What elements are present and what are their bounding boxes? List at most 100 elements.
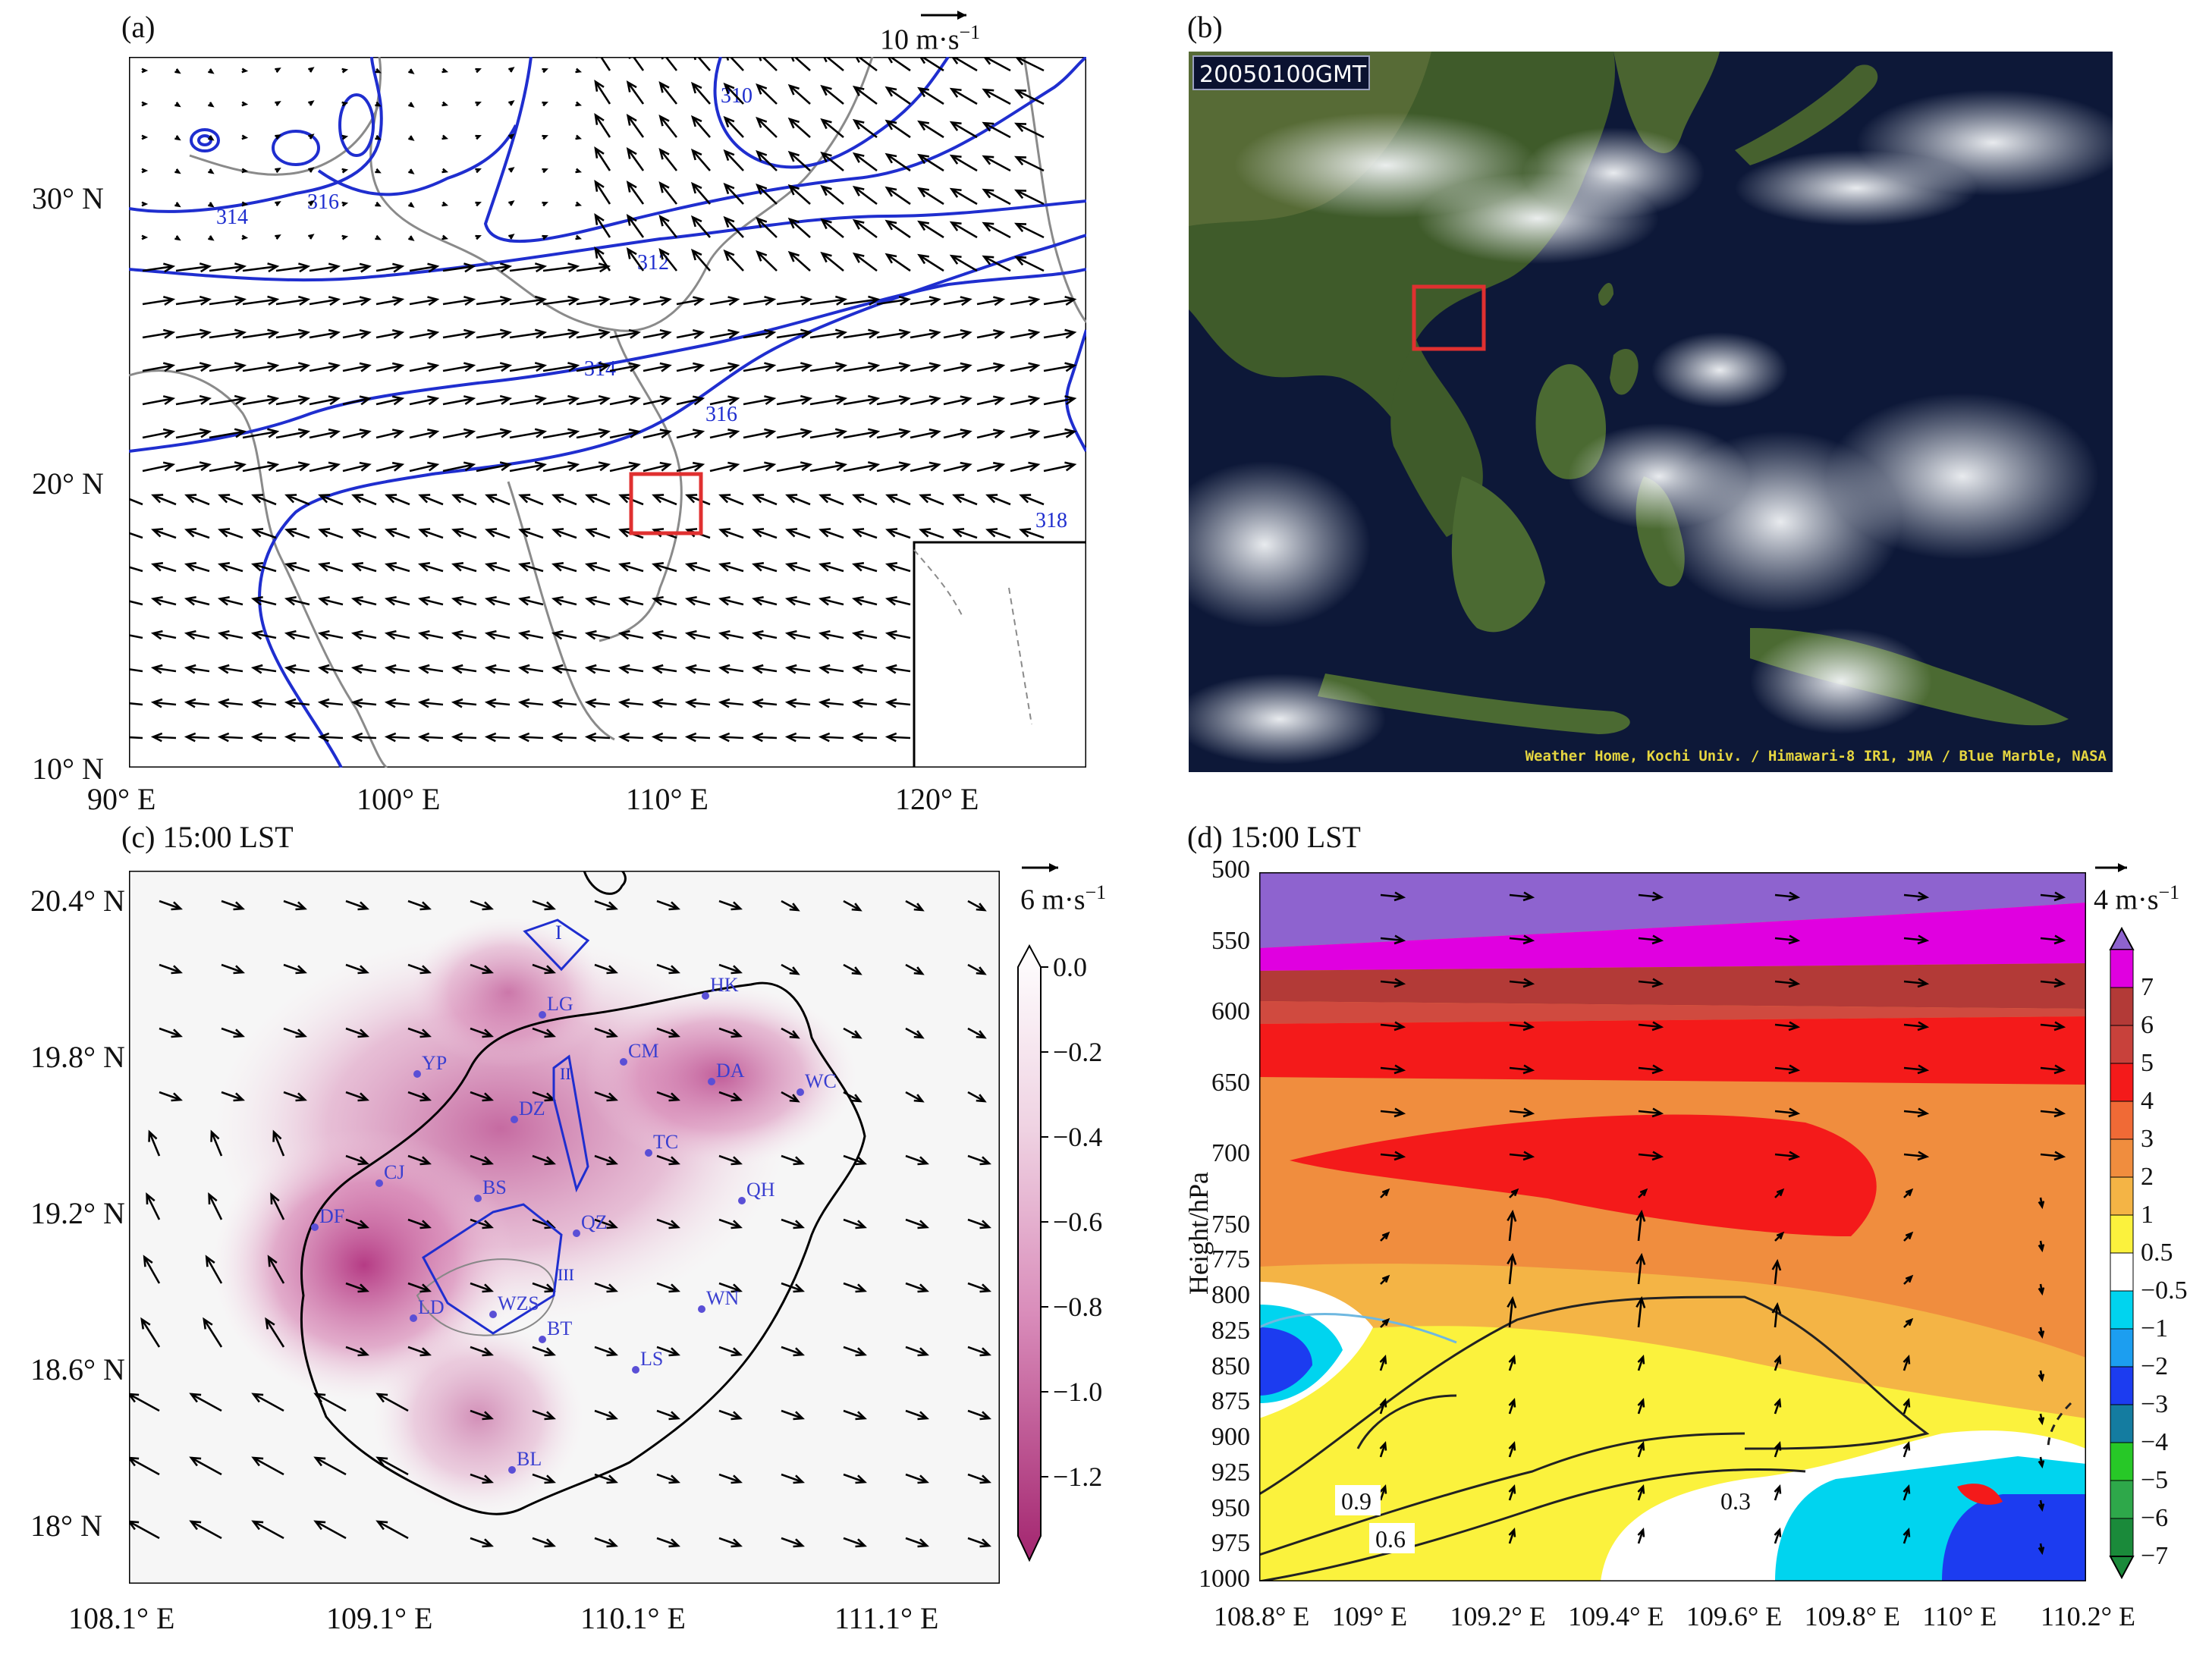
wind-vector	[885, 528, 911, 539]
wind-vector	[174, 102, 181, 108]
wind-vector	[241, 168, 249, 174]
wind-vector	[542, 295, 580, 306]
colorbar-tick-label: −1.0	[1053, 1377, 1102, 1407]
wind-vector	[272, 1129, 285, 1157]
wind-vector	[884, 562, 911, 573]
wind-vector	[876, 461, 911, 473]
station-marker	[702, 992, 709, 1000]
wind-vector	[818, 732, 844, 743]
reference-arrow-icon	[921, 11, 966, 20]
wind-vector	[509, 461, 548, 473]
wind-vector	[718, 664, 744, 674]
wind-vector	[575, 234, 583, 240]
wind-vector	[656, 963, 680, 975]
wind-vector	[451, 494, 477, 506]
wind-vector	[787, 217, 811, 238]
wind-vector	[585, 528, 611, 539]
wind-vector	[967, 1346, 991, 1357]
station-label: WN	[706, 1287, 740, 1309]
colorbar-block	[2110, 1518, 2134, 1557]
wind-vector	[1019, 494, 1045, 506]
wind-vector	[718, 1027, 743, 1038]
wind-vector	[658, 114, 678, 138]
wind-vector	[851, 698, 878, 708]
pressure-tick-label: 700	[1211, 1139, 1250, 1167]
wind-vector	[843, 428, 881, 439]
wind-vector	[943, 296, 972, 306]
wind-vector	[643, 362, 672, 372]
wind-vector	[976, 329, 1006, 339]
wind-vector	[208, 168, 215, 174]
wind-vector	[275, 134, 281, 140]
wind-vector	[756, 83, 778, 105]
wind-vector	[1380, 1064, 1406, 1075]
wind-vector	[375, 168, 382, 174]
wind-vector	[184, 732, 210, 743]
wind-vector	[1379, 1440, 1387, 1458]
wind-vector	[351, 494, 377, 506]
wind-vector	[129, 1393, 160, 1412]
wind-vector	[718, 963, 743, 975]
station-marker	[573, 1229, 580, 1237]
wind-vector	[451, 698, 477, 708]
region-I	[523, 918, 590, 972]
colorbar-extend	[2109, 927, 2135, 950]
wind-vector	[408, 235, 415, 241]
wind-vector	[658, 214, 678, 238]
station-label: DF	[319, 1205, 344, 1227]
wind-vector	[375, 296, 405, 306]
wind-vector	[318, 528, 344, 539]
pressure-tick-label: 900	[1211, 1423, 1250, 1451]
colorbar-tick-label: 7	[2141, 973, 2154, 1001]
wind-vector	[174, 168, 181, 174]
wind-vector	[651, 698, 677, 708]
wind-vector	[1507, 1252, 1517, 1285]
wind-vector	[317, 562, 344, 573]
wind-vector	[175, 262, 212, 273]
wind-vector	[652, 494, 677, 506]
wind-vector	[656, 1537, 680, 1548]
wind-vector	[718, 1091, 743, 1102]
wind-vector	[609, 296, 641, 306]
wind-vector	[1380, 1151, 1406, 1161]
wind-vector	[209, 262, 247, 273]
region-II	[552, 1054, 589, 1193]
wind-vector	[843, 1218, 867, 1229]
wind-vector	[976, 296, 1006, 306]
wind-vector	[851, 630, 878, 640]
contour-labels: 310 312 314 316 314 316 318	[216, 84, 1067, 532]
wind-vector	[651, 664, 677, 674]
wind-vector	[470, 1409, 494, 1421]
wind-vector	[1774, 1151, 1801, 1161]
wind-vector	[175, 461, 212, 473]
wind-vector	[1380, 1188, 1390, 1198]
wind-vector	[509, 328, 548, 339]
wind-vector	[129, 630, 143, 639]
wind-vector	[843, 1409, 867, 1421]
pressure-tick-label: 750	[1211, 1210, 1250, 1239]
wind-vector	[476, 394, 513, 406]
wind-vector	[184, 528, 210, 539]
wind-vector	[575, 101, 583, 107]
wind-vector	[142, 362, 176, 372]
region-III	[422, 1203, 563, 1335]
wind-vector	[159, 1027, 183, 1038]
wind-vector	[876, 394, 911, 406]
wind-vector	[283, 963, 307, 975]
wind-vector	[375, 1393, 409, 1412]
wind-vector	[476, 461, 513, 473]
station-label: WZS	[498, 1292, 539, 1314]
wind-vector	[159, 963, 183, 975]
wind-vector	[876, 428, 911, 439]
wind-vector	[594, 180, 611, 205]
wind-vector	[275, 262, 311, 273]
wind-vector	[787, 184, 811, 205]
wind-vector	[594, 247, 611, 272]
wind-vector	[584, 630, 611, 640]
wind-vector	[2040, 978, 2066, 988]
panel-a-lon-tick: 120° E	[895, 782, 979, 816]
wind-vector	[684, 562, 711, 573]
wind-vector	[341, 168, 349, 174]
wind-vector	[441, 201, 449, 207]
wind-vector	[442, 428, 476, 439]
